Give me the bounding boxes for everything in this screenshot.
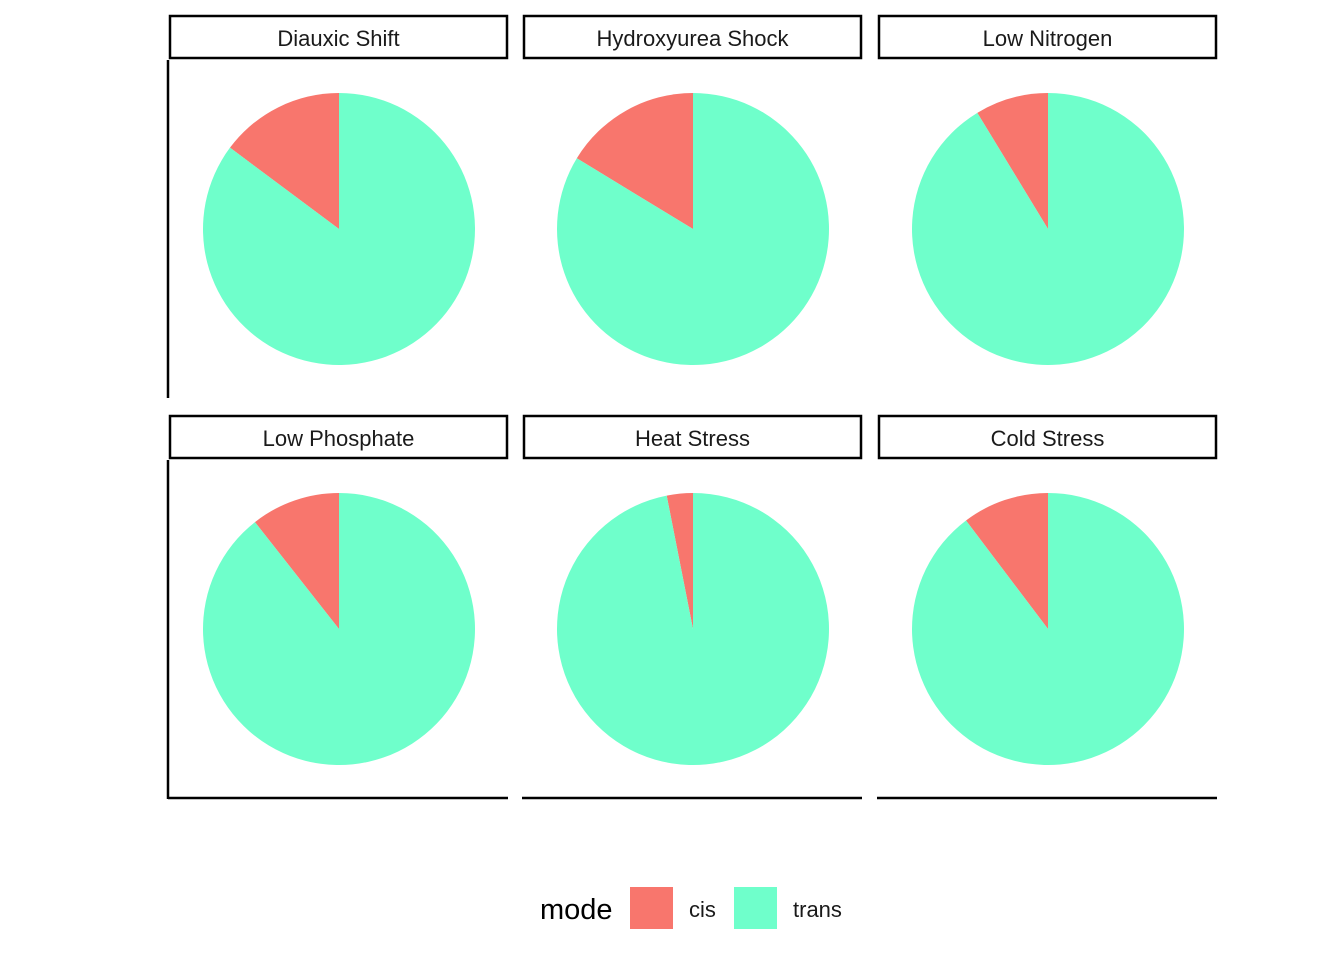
slice-cis-low-nitrogen: [977, 93, 1048, 229]
slice-trans-low-phosphate: [202, 493, 475, 766]
strip-label-hydroxyurea-shock: Hydroxyurea Shock: [597, 26, 790, 51]
slice-trans-heat-stress: [557, 493, 829, 765]
panel-heat-stress: Heat Stress: [522, 414, 863, 800]
panel-cold-stress: Cold Stress: [877, 414, 1218, 800]
legend-label-trans: trans: [793, 897, 842, 922]
panel-diauxic-shift: Diauxic Shift: [166, 14, 509, 398]
strip-cold-stress: [877, 414, 1218, 460]
strip-diauxic-shift: [168, 14, 509, 60]
slice-trans-diauxic-shift: [203, 93, 476, 365]
slice-cis-low-phosphate: [254, 493, 339, 629]
panel-low-phosphate: Low Phosphate: [166, 414, 509, 800]
panel-low-nitrogen: Low Nitrogen: [877, 14, 1218, 365]
strip-label-low-phosphate: Low Phosphate: [263, 426, 415, 451]
slice-trans-cold-stress: [912, 493, 1185, 765]
strip-label-cold-stress: Cold Stress: [991, 426, 1105, 451]
slice-trans-hydroxyurea-shock: [557, 93, 829, 365]
slice-cis-heat-stress: [666, 493, 693, 629]
facet-panels: Diauxic Shift Hydroxyurea Shock Low Nitrog…: [166, 14, 1218, 800]
strip-label-low-nitrogen: Low Nitrogen: [983, 26, 1113, 51]
panel-hydroxyurea-shock: Hydroxyurea Shock: [522, 14, 863, 365]
strip-low-phosphate: [168, 414, 509, 460]
slice-cis-diauxic-shift: [229, 93, 339, 229]
strip-hydroxyurea-shock: [522, 14, 863, 60]
legend-key-cis: [630, 887, 673, 929]
strip-label-heat-stress: Heat Stress: [635, 426, 750, 451]
slice-cis-hydroxyurea-shock: [576, 93, 693, 229]
legend: mode cis trans: [540, 887, 842, 929]
legend-title: mode: [540, 894, 613, 926]
strip-heat-stress: [522, 414, 863, 460]
strip-label-diauxic-shift: Diauxic Shift: [277, 26, 399, 51]
legend-label-cis: cis: [689, 897, 716, 922]
slice-cis-cold-stress: [966, 493, 1048, 629]
slice-trans-low-nitrogen: [912, 92, 1185, 365]
legend-key-trans: [734, 887, 777, 929]
strip-low-nitrogen: [877, 14, 1218, 60]
